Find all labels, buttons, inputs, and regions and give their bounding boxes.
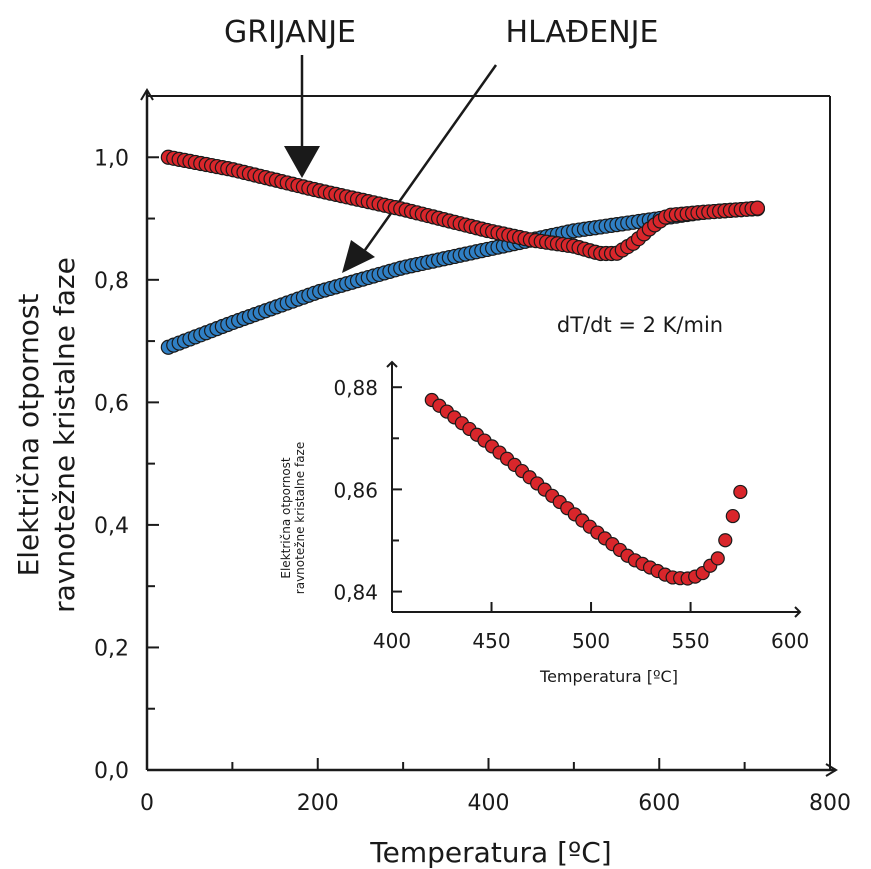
- annotation-grijanje: GRIJANJE: [224, 15, 356, 50]
- y-tick-label: 0,0: [94, 759, 129, 784]
- x-tick-label: 400: [468, 791, 510, 816]
- series-1: [160, 149, 766, 262]
- y-tick-label: 0,88: [333, 376, 378, 400]
- x-tick-label: 450: [472, 629, 510, 653]
- data-point: [725, 508, 740, 524]
- x-tick-label: 600: [771, 629, 809, 653]
- main-plot-frame: [140, 88, 838, 777]
- y-axis-title-line-2: ravnotežne kristalne faze: [48, 257, 81, 613]
- hladjenje-arrow-head: [342, 240, 375, 273]
- x-tick-label: 600: [638, 791, 680, 816]
- y-tick-label: 0,84: [333, 581, 378, 605]
- y-tick-label: 0,6: [94, 391, 129, 416]
- y-tick-label: 0,8: [94, 269, 129, 294]
- data-point: [710, 551, 725, 566]
- y-axis-title-line-1: Električna otpornost: [12, 294, 45, 577]
- x-axis-arrowhead: [825, 763, 838, 777]
- x-tick-label: 200: [297, 791, 339, 816]
- inset-y-axis-title-line-1: Električna otpornost: [279, 457, 293, 579]
- y-tick-label: 0,2: [94, 636, 129, 661]
- inset-chart: 400 450 500 550 600 0,84 0,86 0,88 Temperatura …: [279, 360, 809, 686]
- series-0: [160, 201, 766, 355]
- x-tick-label: 0: [140, 791, 154, 816]
- inset-x-axis-title: Temperatura [ºC]: [539, 667, 678, 686]
- hladjenje-arrow-shaft: [363, 64, 498, 251]
- grijanje-arrow-head: [284, 146, 320, 178]
- inset-y-axis-title-line-2: ravnotežne kristalne faze: [293, 442, 307, 594]
- y-tick-label: 0,4: [94, 514, 129, 539]
- y-axis-arrowhead: [140, 88, 154, 101]
- y-tick-label: 1,0: [94, 146, 129, 171]
- x-tick-label: 800: [809, 791, 851, 816]
- data-point: [718, 533, 733, 548]
- annotation-hladjenje: HLAĐENJE: [506, 15, 659, 50]
- data-point: [733, 484, 748, 500]
- y-tick-label: 0,86: [333, 478, 378, 502]
- x-tick-label: 400: [373, 629, 411, 653]
- x-tick-label: 550: [671, 629, 709, 653]
- annotation-rate: dT/dt = 2 K/min: [557, 313, 723, 337]
- annotation-arrows: [284, 55, 498, 273]
- x-tick-label: 500: [572, 629, 610, 653]
- x-axis-title: Temperatura [ºC]: [369, 836, 611, 869]
- series-0: [424, 392, 748, 586]
- data-point: [749, 200, 766, 216]
